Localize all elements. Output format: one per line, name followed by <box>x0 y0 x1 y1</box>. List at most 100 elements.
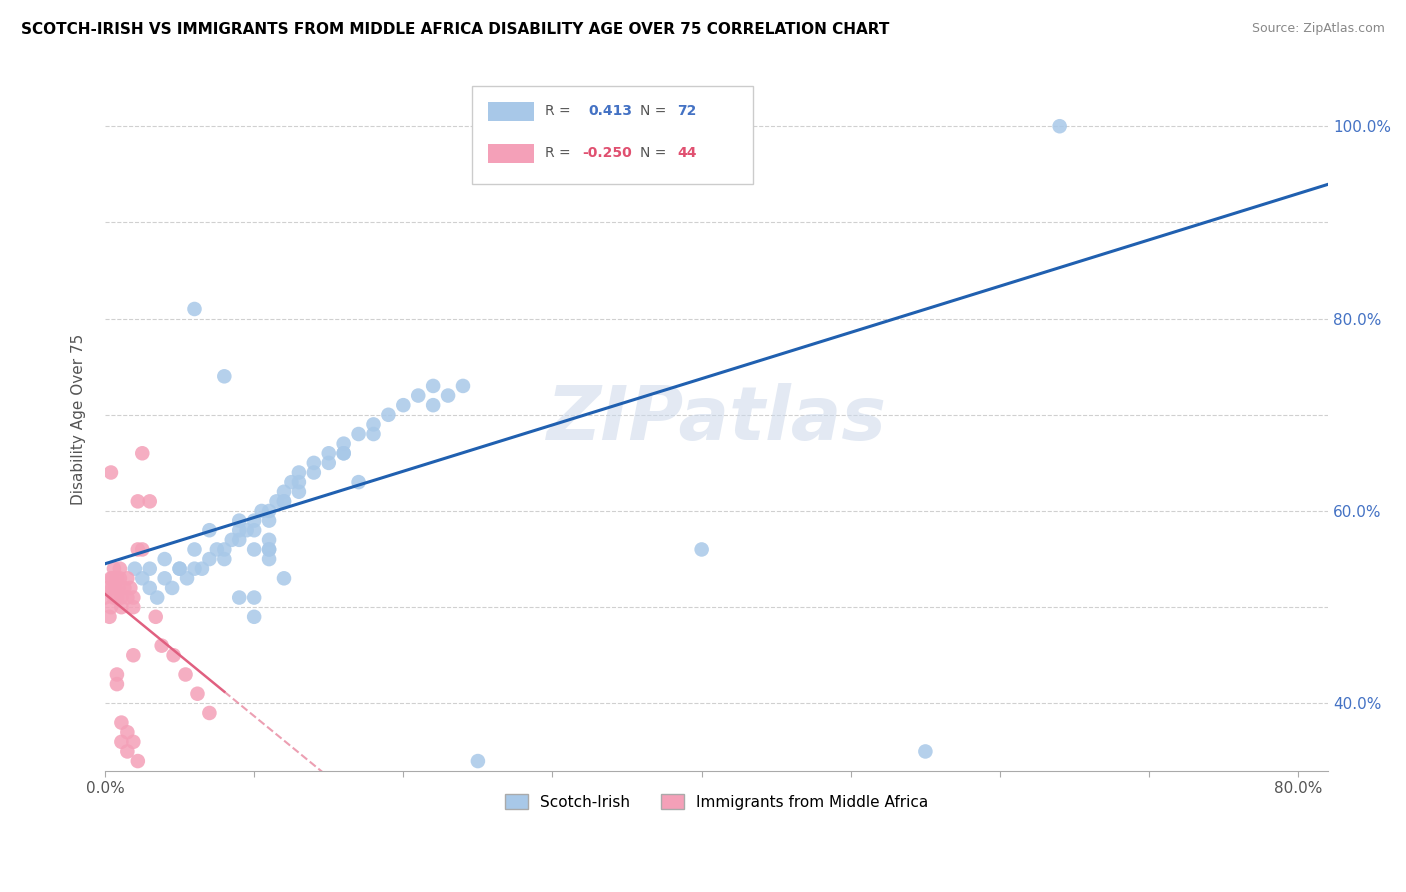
Point <box>127 542 149 557</box>
Point <box>97 581 120 595</box>
Point <box>257 533 280 547</box>
Point <box>690 542 713 557</box>
Point <box>139 494 162 508</box>
Point <box>214 369 236 384</box>
Point <box>122 591 145 605</box>
Point <box>198 552 221 566</box>
Text: 44: 44 <box>678 145 697 160</box>
Point <box>302 466 325 480</box>
Point <box>235 523 257 537</box>
Point <box>257 542 280 557</box>
Point <box>122 735 145 749</box>
Point <box>174 667 197 681</box>
Point <box>139 581 162 595</box>
Point <box>191 562 214 576</box>
Point <box>347 475 370 489</box>
Point <box>273 571 295 585</box>
Point <box>153 552 176 566</box>
Point <box>318 456 340 470</box>
Point <box>153 571 176 585</box>
Point <box>243 542 266 557</box>
Point <box>110 715 132 730</box>
Point <box>108 562 131 576</box>
Point <box>110 600 132 615</box>
Point <box>150 639 173 653</box>
Point <box>243 514 266 528</box>
Point <box>273 494 295 508</box>
Point <box>94 591 117 605</box>
Point <box>273 494 295 508</box>
Point <box>107 581 129 595</box>
Point <box>273 484 295 499</box>
Point <box>243 591 266 605</box>
Text: -0.250: -0.250 <box>582 145 631 160</box>
Point <box>110 591 132 605</box>
Point <box>257 542 280 557</box>
Point <box>422 398 444 412</box>
Y-axis label: Disability Age Over 75: Disability Age Over 75 <box>72 334 86 505</box>
Text: ZIPatlas: ZIPatlas <box>547 383 887 456</box>
Point <box>616 148 638 162</box>
Text: N =: N = <box>640 103 666 118</box>
Point <box>183 542 205 557</box>
Point <box>332 446 354 460</box>
Point <box>214 552 236 566</box>
Point <box>176 571 198 585</box>
Point <box>221 533 243 547</box>
Point <box>406 388 429 402</box>
Point <box>377 408 399 422</box>
Point <box>347 427 370 442</box>
Point <box>302 456 325 470</box>
Point <box>280 475 302 489</box>
Point <box>105 571 128 585</box>
Point <box>98 609 121 624</box>
Point <box>205 542 228 557</box>
Point <box>122 648 145 663</box>
Point <box>257 504 280 518</box>
FancyBboxPatch shape <box>472 86 754 185</box>
Point <box>122 600 145 615</box>
Point <box>332 446 354 460</box>
Point <box>288 475 311 489</box>
Point <box>160 581 183 595</box>
Text: 0.413: 0.413 <box>588 103 633 118</box>
Point <box>198 706 221 720</box>
Text: Source: ZipAtlas.com: Source: ZipAtlas.com <box>1251 22 1385 36</box>
Point <box>105 667 128 681</box>
Legend: Scotch-Irish, Immigrants from Middle Africa: Scotch-Irish, Immigrants from Middle Afr… <box>499 788 934 815</box>
Point <box>243 523 266 537</box>
Text: SCOTCH-IRISH VS IMMIGRANTS FROM MIDDLE AFRICA DISABILITY AGE OVER 75 CORRELATION: SCOTCH-IRISH VS IMMIGRANTS FROM MIDDLE A… <box>21 22 890 37</box>
Point <box>104 581 127 595</box>
Point <box>631 138 654 153</box>
Point <box>117 591 139 605</box>
Point <box>127 494 149 508</box>
Point <box>108 571 131 585</box>
Point <box>288 484 311 499</box>
Text: N =: N = <box>640 145 666 160</box>
Point <box>112 581 135 595</box>
Point <box>100 600 122 615</box>
Point <box>214 542 236 557</box>
Point <box>363 427 385 442</box>
Point <box>1049 120 1071 134</box>
Point <box>105 591 128 605</box>
Point <box>117 725 139 739</box>
Point <box>100 466 122 480</box>
Point <box>139 562 162 576</box>
Point <box>437 388 460 402</box>
Point <box>228 514 250 528</box>
Point <box>162 648 184 663</box>
Point <box>318 446 340 460</box>
Point <box>392 398 415 412</box>
Text: 72: 72 <box>678 103 697 118</box>
Point <box>266 494 288 508</box>
Point <box>332 436 354 450</box>
Point <box>250 504 273 518</box>
Point <box>127 754 149 768</box>
Point <box>105 677 128 691</box>
Point <box>101 581 124 595</box>
Point <box>117 571 139 585</box>
Point <box>183 301 205 316</box>
Point <box>243 609 266 624</box>
Point <box>101 571 124 585</box>
